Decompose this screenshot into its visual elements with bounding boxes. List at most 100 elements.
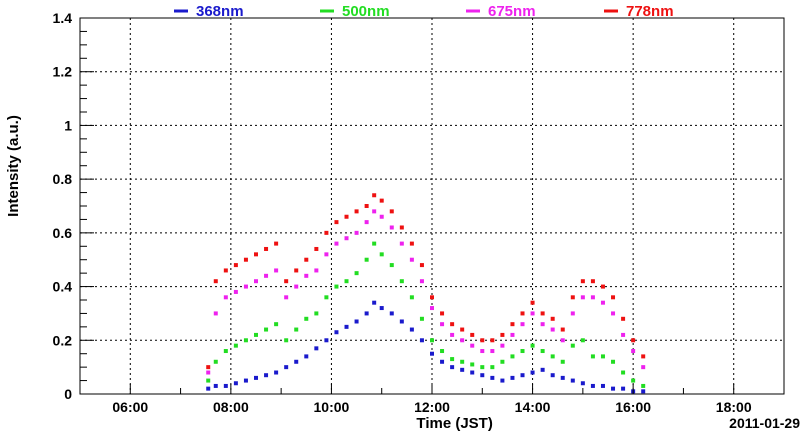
data-point-500nm: [611, 359, 616, 364]
data-point-675nm: [379, 214, 384, 219]
data-point-500nm: [570, 343, 575, 348]
data-point-675nm: [294, 284, 299, 289]
data-point-778nm: [344, 214, 349, 219]
data-point-500nm: [364, 257, 369, 262]
x-tick-label: 16:00: [615, 399, 651, 415]
data-point-368nm: [354, 319, 359, 324]
data-point-778nm: [314, 246, 319, 251]
data-point-368nm: [490, 375, 495, 380]
data-point-500nm: [631, 378, 636, 383]
data-point-778nm: [520, 311, 525, 316]
data-point-368nm: [233, 381, 238, 386]
data-point-500nm: [206, 378, 211, 383]
data-point-778nm: [399, 225, 404, 230]
data-point-500nm: [590, 354, 595, 359]
data-point-500nm: [440, 349, 445, 354]
data-point-675nm: [372, 209, 377, 214]
data-point-675nm: [530, 311, 535, 316]
y-ticks: 0 0.2 0.4 0.6 0.8 1 1.2 1.4: [53, 10, 94, 402]
data-point-368nm: [324, 338, 329, 343]
data-point-500nm: [372, 241, 377, 246]
data-point-368nm: [621, 386, 626, 391]
data-point-500nm: [344, 279, 349, 284]
data-point-500nm: [213, 359, 218, 364]
x-tick-label: 10:00: [314, 399, 350, 415]
data-point-500nm: [243, 338, 248, 343]
data-point-675nm: [324, 252, 329, 257]
data-point-500nm: [324, 295, 329, 300]
data-point-675nm: [284, 295, 289, 300]
data-point-368nm: [419, 338, 424, 343]
data-point-675nm: [354, 230, 359, 235]
data-point-778nm: [550, 316, 555, 321]
data-point-368nm: [372, 300, 377, 305]
data-point-368nm: [430, 351, 434, 356]
data-point-368nm: [264, 373, 269, 378]
data-point-675nm: [470, 343, 475, 348]
legend-label-500nm: 500nm: [342, 3, 390, 20]
y-tick-label: 0: [64, 386, 72, 402]
data-point-675nm: [560, 338, 565, 343]
data-point-675nm: [500, 343, 505, 348]
data-point-500nm: [254, 332, 258, 337]
data-point-778nm: [304, 257, 309, 262]
y-tick-label: 0.8: [53, 171, 73, 187]
data-point-368nm: [450, 365, 455, 370]
data-point-368nm: [334, 330, 339, 335]
data-point-500nm: [490, 365, 495, 370]
data-point-778nm: [324, 230, 329, 235]
data-point-368nm: [440, 359, 445, 364]
data-point-368nm: [254, 375, 258, 380]
data-point-675nm: [334, 241, 339, 246]
x-axis-title: Time (JST): [416, 415, 492, 432]
data-point-500nm: [274, 322, 279, 327]
legend-label-368nm: 368nm: [196, 3, 244, 20]
data-point-500nm: [223, 349, 228, 354]
data-point-778nm: [233, 263, 238, 268]
x-tick-label: 18:00: [716, 399, 752, 415]
data-point-675nm: [430, 306, 434, 311]
data-point-778nm: [254, 252, 258, 257]
data-point-368nm: [580, 381, 585, 386]
data-point-675nm: [611, 311, 616, 316]
data-point-500nm: [409, 295, 414, 300]
data-point-675nm: [631, 349, 636, 354]
data-point-778nm: [364, 204, 369, 208]
data-point-500nm: [379, 252, 384, 257]
data-point-675nm: [520, 322, 525, 327]
data-point-500nm: [450, 357, 455, 362]
data-point-500nm: [600, 354, 605, 359]
data-point-778nm: [379, 198, 384, 203]
data-point-368nm: [389, 311, 394, 316]
data-point-500nm: [430, 338, 434, 343]
data-point-500nm: [500, 359, 505, 364]
x-tick-label: 14:00: [515, 399, 551, 415]
data-point-778nm: [409, 241, 414, 246]
data-points: [206, 193, 646, 394]
data-point-675nm: [600, 300, 605, 305]
data-point-368nm: [570, 378, 575, 383]
data-point-675nm: [490, 349, 495, 354]
data-point-778nm: [284, 279, 289, 284]
data-point-778nm: [389, 209, 394, 214]
data-point-778nm: [470, 332, 475, 337]
data-point-500nm: [510, 354, 515, 359]
data-point-500nm: [560, 359, 565, 364]
data-point-675nm: [550, 327, 555, 332]
data-point-778nm: [294, 268, 299, 273]
data-point-500nm: [419, 316, 424, 321]
data-point-675nm: [213, 311, 218, 316]
data-point-368nm: [206, 386, 211, 391]
data-point-368nm: [600, 383, 605, 388]
data-point-368nm: [213, 383, 218, 388]
data-point-368nm: [470, 370, 475, 375]
data-point-500nm: [580, 338, 585, 343]
data-point-368nm: [530, 370, 535, 375]
data-point-368nm: [274, 370, 279, 375]
date-label: 2011-01-29: [729, 415, 800, 431]
data-point-778nm: [580, 279, 585, 284]
data-point-675nm: [480, 349, 485, 354]
data-point-778nm: [490, 338, 495, 343]
grid-lines: [80, 18, 784, 394]
data-point-778nm: [223, 268, 228, 273]
